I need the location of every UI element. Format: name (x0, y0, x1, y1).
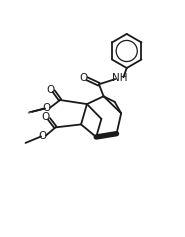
Text: O: O (42, 112, 50, 122)
Text: NH: NH (112, 73, 127, 83)
Text: O: O (46, 85, 54, 95)
Text: O: O (79, 73, 87, 83)
Text: O: O (38, 131, 46, 141)
Text: O: O (42, 103, 50, 113)
Text: methyl: methyl (28, 111, 33, 113)
